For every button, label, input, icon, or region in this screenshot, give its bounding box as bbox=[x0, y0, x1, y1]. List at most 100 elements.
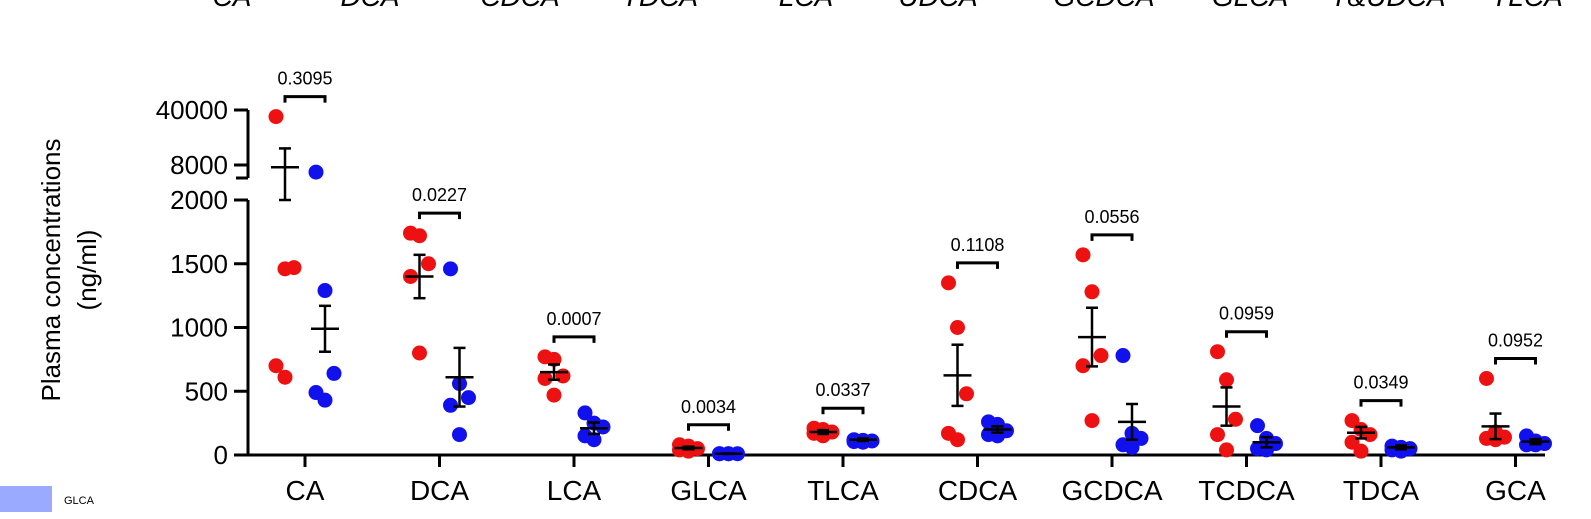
data-point bbox=[1479, 371, 1494, 386]
legend-swatch bbox=[0, 486, 52, 512]
x-category-label: TDCA bbox=[1343, 475, 1420, 506]
x-category-label: GCA bbox=[1485, 475, 1546, 506]
top-label: LCA bbox=[779, 0, 833, 12]
significance-bracket bbox=[1359, 399, 1403, 407]
p-value-label: 0.0952 bbox=[1488, 331, 1543, 351]
p-value-label: 0.3095 bbox=[277, 69, 332, 89]
data-point bbox=[1353, 443, 1369, 459]
data-point bbox=[443, 397, 458, 413]
top-label: CDCA bbox=[480, 0, 559, 12]
data-point bbox=[452, 427, 467, 443]
data-point bbox=[555, 368, 571, 384]
data-point bbox=[1250, 418, 1265, 434]
significance-bracket bbox=[956, 261, 999, 269]
y-tick-label: 2000 bbox=[170, 185, 228, 215]
data-point bbox=[941, 275, 956, 291]
data-point bbox=[1219, 372, 1234, 388]
y-tick-label: 1500 bbox=[170, 249, 228, 279]
x-category-label: GCDCA bbox=[1061, 475, 1162, 506]
y-tick-label: 8000 bbox=[170, 150, 228, 180]
p-value-label: 0.0959 bbox=[1219, 304, 1274, 324]
top-label: CA bbox=[213, 0, 252, 12]
data-point bbox=[1075, 247, 1091, 263]
data-point bbox=[412, 345, 427, 361]
y-tick-label: 1000 bbox=[170, 313, 228, 343]
significance-bracket bbox=[821, 406, 865, 415]
top-label: T&UDCA bbox=[1330, 0, 1445, 12]
data-point bbox=[277, 369, 293, 385]
p-value-label: 0.0034 bbox=[681, 397, 736, 417]
y-ticks: 0 500 1000 1500 2000 8000 40000 bbox=[156, 95, 248, 470]
y-tick-label: 0 bbox=[214, 440, 228, 470]
x-category-label: CA bbox=[286, 475, 325, 506]
significance-bracket bbox=[1090, 233, 1134, 241]
x-category-label: GLCA bbox=[670, 475, 747, 506]
legend-label: GLCA bbox=[64, 495, 95, 507]
p-value-label: 0.0007 bbox=[546, 309, 601, 329]
x-category-label: DCA bbox=[410, 475, 469, 506]
top-label: TDCA bbox=[622, 0, 698, 12]
data-point bbox=[855, 434, 871, 450]
data-point bbox=[412, 228, 427, 244]
p-value-label: 0.0349 bbox=[1353, 373, 1408, 393]
data-point bbox=[317, 392, 333, 408]
data-point bbox=[326, 365, 342, 381]
top-label: DCA bbox=[340, 0, 399, 12]
x-category-label: TLCA bbox=[807, 475, 879, 506]
x-category-labels: CA DCA LCA GLCA TLCA CDCA GCDCA TCDCA TDCA GCA bbox=[286, 455, 1546, 506]
significance-bracket bbox=[1494, 357, 1537, 365]
data-point bbox=[268, 109, 284, 125]
top-label: GLCA bbox=[1212, 0, 1288, 12]
data-point bbox=[950, 432, 965, 448]
data-point bbox=[317, 283, 333, 299]
data-point bbox=[537, 371, 553, 386]
top-label-row: CA DCA CDCA TDCA LCA UDCA GCDCA GLCA T&UDCA TLCA bbox=[213, 0, 1563, 12]
x-category-label: CDCA bbox=[938, 475, 1018, 506]
data-point bbox=[461, 390, 476, 406]
data-point bbox=[1124, 439, 1140, 455]
data-point bbox=[546, 387, 562, 403]
data-point bbox=[586, 432, 602, 448]
axes bbox=[236, 110, 1545, 457]
data-point bbox=[577, 405, 593, 421]
data-point bbox=[1084, 413, 1100, 429]
p-value-label: 0.0227 bbox=[412, 185, 467, 205]
data-point bbox=[1362, 427, 1378, 443]
data-point bbox=[421, 256, 436, 272]
data-point bbox=[546, 351, 562, 367]
p-value-label: 0.1108 bbox=[951, 235, 1005, 255]
data-point bbox=[443, 261, 458, 277]
data-point bbox=[1075, 358, 1091, 374]
significance-bracket bbox=[283, 95, 327, 103]
x-category-label: LCA bbox=[547, 475, 602, 506]
significance-bracket bbox=[1225, 330, 1268, 338]
data-marks bbox=[268, 109, 1552, 462]
data-point bbox=[286, 260, 302, 276]
y-tick-label: 500 bbox=[185, 376, 228, 406]
y-axis-title-line-1: Plasma concentrations bbox=[36, 138, 66, 401]
data-point bbox=[268, 358, 284, 374]
data-point bbox=[1210, 344, 1225, 360]
y-tick-label: 40000 bbox=[156, 95, 228, 125]
significance-bracket bbox=[552, 335, 596, 343]
top-label: UDCA bbox=[898, 0, 977, 12]
top-label: GCDCA bbox=[1053, 0, 1154, 12]
top-label: TLCA bbox=[1491, 0, 1563, 12]
data-point bbox=[1219, 442, 1234, 458]
significance-bracket bbox=[418, 211, 461, 220]
data-point bbox=[1228, 411, 1243, 427]
data-point bbox=[950, 320, 965, 335]
data-point bbox=[1093, 348, 1109, 364]
data-point bbox=[1084, 284, 1100, 300]
x-category-label: TCDCA bbox=[1198, 475, 1295, 506]
data-point bbox=[308, 164, 324, 180]
y-axis-title-line-2: (ng/ml) bbox=[72, 230, 102, 311]
significance-brackets: 0.3095 0.0227 0.0007 0.0034 0.0337 0.1108 0.05… bbox=[277, 69, 1543, 431]
p-value-label: 0.0556 bbox=[1084, 207, 1139, 227]
data-point bbox=[1210, 427, 1225, 443]
data-point bbox=[959, 386, 974, 402]
p-value-label: 0.0337 bbox=[815, 380, 870, 400]
significance-bracket bbox=[687, 423, 730, 431]
data-point bbox=[1115, 348, 1131, 364]
